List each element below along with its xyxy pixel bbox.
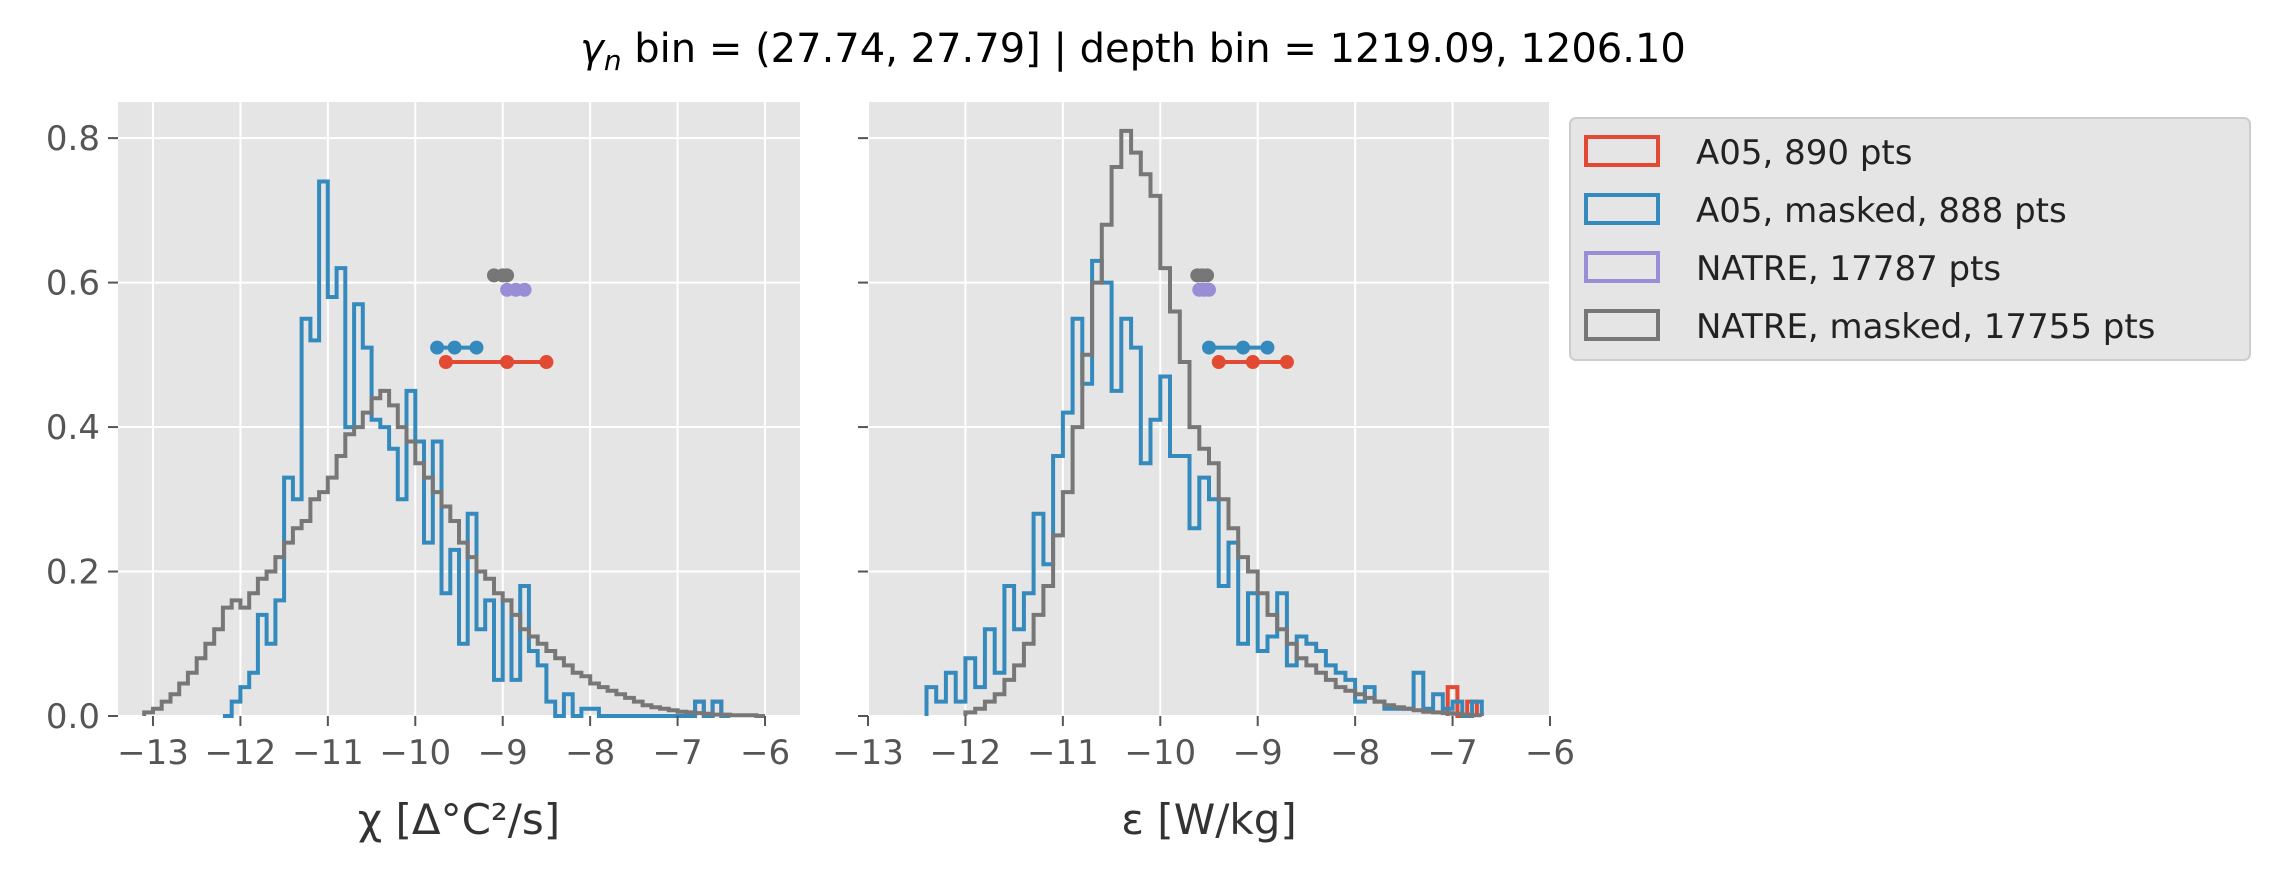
chi-histogram-panel: −13 −12 −11 −10 −9 −8 −7 −6 0.0 0.2 0.4 0.6 0.8 χ [Δ… [46,102,800,844]
range-marker-point [1245,355,1260,370]
legend-label: A05, 890 pts [1696,133,1912,173]
legend-swatch [1584,193,1660,225]
x-tick-label: −9 [1233,733,1283,773]
x-tick-label: −12 [205,733,277,773]
range-marker-point [1279,355,1294,370]
histogram-step-natre [963,128,1484,718]
legend-item: NATRE, masked, 17755 pts [1584,307,2155,347]
epsilon-histogram-panel: −13 −12 −11 −10 −9 −8 −7 −6 ε [W/kg] [832,102,1575,844]
legend-swatch [1584,135,1660,167]
histogram-series [924,128,1484,718]
y-tick-label: 0.4 [46,408,100,448]
x-tick-label: −10 [1124,733,1196,773]
x-axis-label: χ [Δ°C²/s] [358,795,560,844]
x-tick-label: −9 [478,733,528,773]
legend-label: NATRE, masked, 17755 pts [1696,307,2155,347]
legend-label: NATRE, 17787 pts [1696,249,2001,289]
x-tick-label: −8 [565,733,615,773]
legend: A05, 890 pts A05, masked, 888 pts NATRE,… [1569,117,2251,361]
x-tick-label: −11 [292,733,364,773]
plot-background [868,102,1550,716]
legend-label: A05, masked, 888 pts [1696,191,2067,231]
histogram-series [142,179,765,718]
x-tick-label: −7 [653,733,703,773]
figure-title: γn bin = (27.74, 27.79] | depth bin = 12… [580,26,1686,77]
range-markers [430,268,554,370]
y-tick-label: 0.0 [46,697,100,737]
range-marker-point [500,355,515,370]
range-markers [1190,268,1294,370]
axis-ticks: −13 −12 −11 −10 −9 −8 −7 −6 0.0 0.2 0.4 0.6 0.8 [46,119,790,773]
range-marker-point [1211,355,1226,370]
x-tick-label: −13 [117,733,189,773]
range-marker-point [469,340,484,355]
range-marker-point [447,340,462,355]
range-marker-point [438,355,453,370]
legend-frame [1569,117,2251,361]
range-marker-point [1200,268,1215,283]
x-tick-label: −7 [1428,733,1478,773]
legend-item: NATRE, 17787 pts [1584,249,2001,289]
x-tick-label: −10 [379,733,451,773]
range-marker-point [539,355,554,370]
x-tick-label: −13 [832,733,904,773]
range-marker-point [500,268,515,283]
y-tick-label: 0.8 [46,119,100,159]
range-marker-point [1236,340,1251,355]
x-tick-label: −12 [930,733,1002,773]
axis-ticks: −13 −12 −11 −10 −9 −8 −7 −6 [832,137,1575,773]
histogram-step-a05 [222,179,731,718]
range-marker-point [1202,340,1216,355]
x-tick-label: −6 [1525,733,1575,773]
x-tick-label: −8 [1330,733,1380,773]
x-tick-label: −6 [740,733,790,773]
legend-item: A05, 890 pts [1584,133,1912,173]
y-tick-label: 0.6 [46,264,100,304]
x-axis-label: ε [W/kg] [1121,795,1297,844]
legend-swatch [1584,251,1660,283]
range-marker-point [1202,282,1216,297]
x-tick-label: −11 [1027,733,1099,773]
range-marker-point [1260,340,1275,355]
y-tick-label: 0.2 [46,553,100,593]
legend-item: A05, masked, 888 pts [1584,191,2067,231]
range-marker-point [517,282,532,297]
histogram-step-natre [142,388,765,718]
range-marker-point [430,340,445,355]
legend-swatch [1584,309,1660,341]
